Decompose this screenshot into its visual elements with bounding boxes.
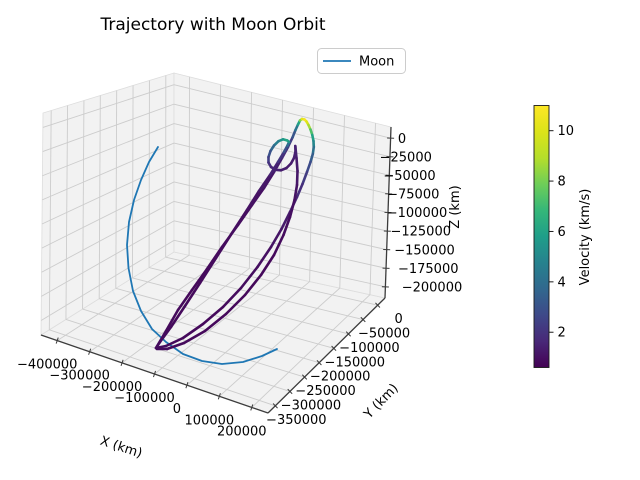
legend: Moon bbox=[317, 48, 406, 74]
svg-text:0: 0 bbox=[173, 402, 181, 417]
svg-text:−200000: −200000 bbox=[310, 370, 371, 385]
svg-text:10: 10 bbox=[558, 124, 575, 139]
axis-tick-marks bbox=[55, 137, 395, 411]
axis-tick-labels: −400000−300000−200000−100000010000020000… bbox=[17, 132, 462, 440]
colorbar: 2 4 6 8 10 Velocity (km/s) bbox=[533, 105, 593, 368]
svg-text:6: 6 bbox=[558, 225, 566, 240]
chart-title: Trajectory with Moon Orbit bbox=[99, 15, 325, 35]
colorbar-tick-labels: 2 4 6 8 10 bbox=[558, 124, 575, 341]
y-axis-label: Y (km) bbox=[361, 381, 402, 423]
grid-lines bbox=[40, 75, 391, 408]
svg-text:−200000: −200000 bbox=[82, 380, 143, 395]
svg-text:200000: 200000 bbox=[217, 424, 267, 439]
svg-text:−75000: −75000 bbox=[387, 188, 439, 203]
svg-text:0: 0 bbox=[398, 132, 406, 147]
svg-text:4: 4 bbox=[558, 275, 566, 290]
colorbar-gradient-bar bbox=[533, 105, 550, 368]
legend-frame bbox=[317, 48, 406, 74]
svg-text:−100000: −100000 bbox=[114, 391, 175, 406]
svg-text:−150000: −150000 bbox=[325, 355, 386, 370]
svg-text:−175000: −175000 bbox=[398, 262, 459, 277]
svg-text:−25000: −25000 bbox=[380, 150, 432, 165]
colorbar-tick-marks bbox=[549, 130, 554, 333]
svg-text:−50000: −50000 bbox=[383, 169, 435, 184]
svg-text:−125000: −125000 bbox=[390, 225, 451, 240]
svg-text:−100000: −100000 bbox=[339, 341, 400, 356]
z-axis-label: Z (km) bbox=[448, 185, 463, 228]
svg-text:−400000: −400000 bbox=[17, 358, 78, 373]
svg-text:−350000: −350000 bbox=[266, 413, 327, 428]
svg-text:−50000: −50000 bbox=[358, 327, 410, 342]
colorbar-label: Velocity (km/s) bbox=[578, 189, 593, 286]
svg-text:8: 8 bbox=[558, 175, 566, 190]
legend-moon-label: Moon bbox=[359, 55, 394, 70]
svg-text:−300000: −300000 bbox=[49, 369, 110, 384]
x-axis-label: X (km) bbox=[98, 434, 144, 462]
svg-text:−250000: −250000 bbox=[295, 384, 356, 399]
svg-text:2: 2 bbox=[558, 326, 566, 341]
svg-text:100000: 100000 bbox=[185, 413, 235, 428]
plot-panes bbox=[40, 72, 392, 414]
svg-text:−100000: −100000 bbox=[387, 206, 448, 221]
svg-text:−150000: −150000 bbox=[394, 243, 455, 258]
data-series bbox=[126, 117, 316, 365]
svg-text:−300000: −300000 bbox=[281, 398, 342, 413]
svg-text:0: 0 bbox=[395, 312, 403, 327]
svg-text:−200000: −200000 bbox=[402, 280, 463, 295]
